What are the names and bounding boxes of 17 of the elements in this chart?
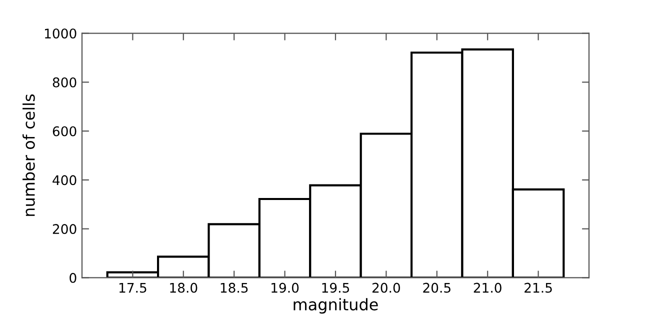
- x-tick-label: 18.5: [220, 282, 248, 293]
- y-tick-label: 0: [70, 272, 76, 283]
- x-tick-label: 21.0: [474, 282, 502, 293]
- x-axis-title: magnitude: [294, 298, 378, 314]
- x-tick-label: 20.0: [372, 282, 400, 293]
- x-tick-label: 21.5: [524, 282, 552, 293]
- x-tick-label: 18.0: [170, 282, 198, 293]
- y-axis-title: number of cells: [22, 94, 35, 216]
- y-tick-label: 200: [52, 224, 76, 234]
- y-tick-label: 1000: [45, 28, 76, 38]
- y-tick-label: 600: [52, 126, 76, 136]
- x-tick-label: 20.5: [423, 282, 450, 293]
- x-tick-label: 19.0: [272, 282, 299, 293]
- x-tick-label: 17.5: [119, 282, 146, 293]
- y-tick-label: 800: [52, 77, 76, 88]
- y-tick-label: 400: [52, 175, 76, 186]
- x-tick-label: 19.5: [322, 282, 350, 293]
